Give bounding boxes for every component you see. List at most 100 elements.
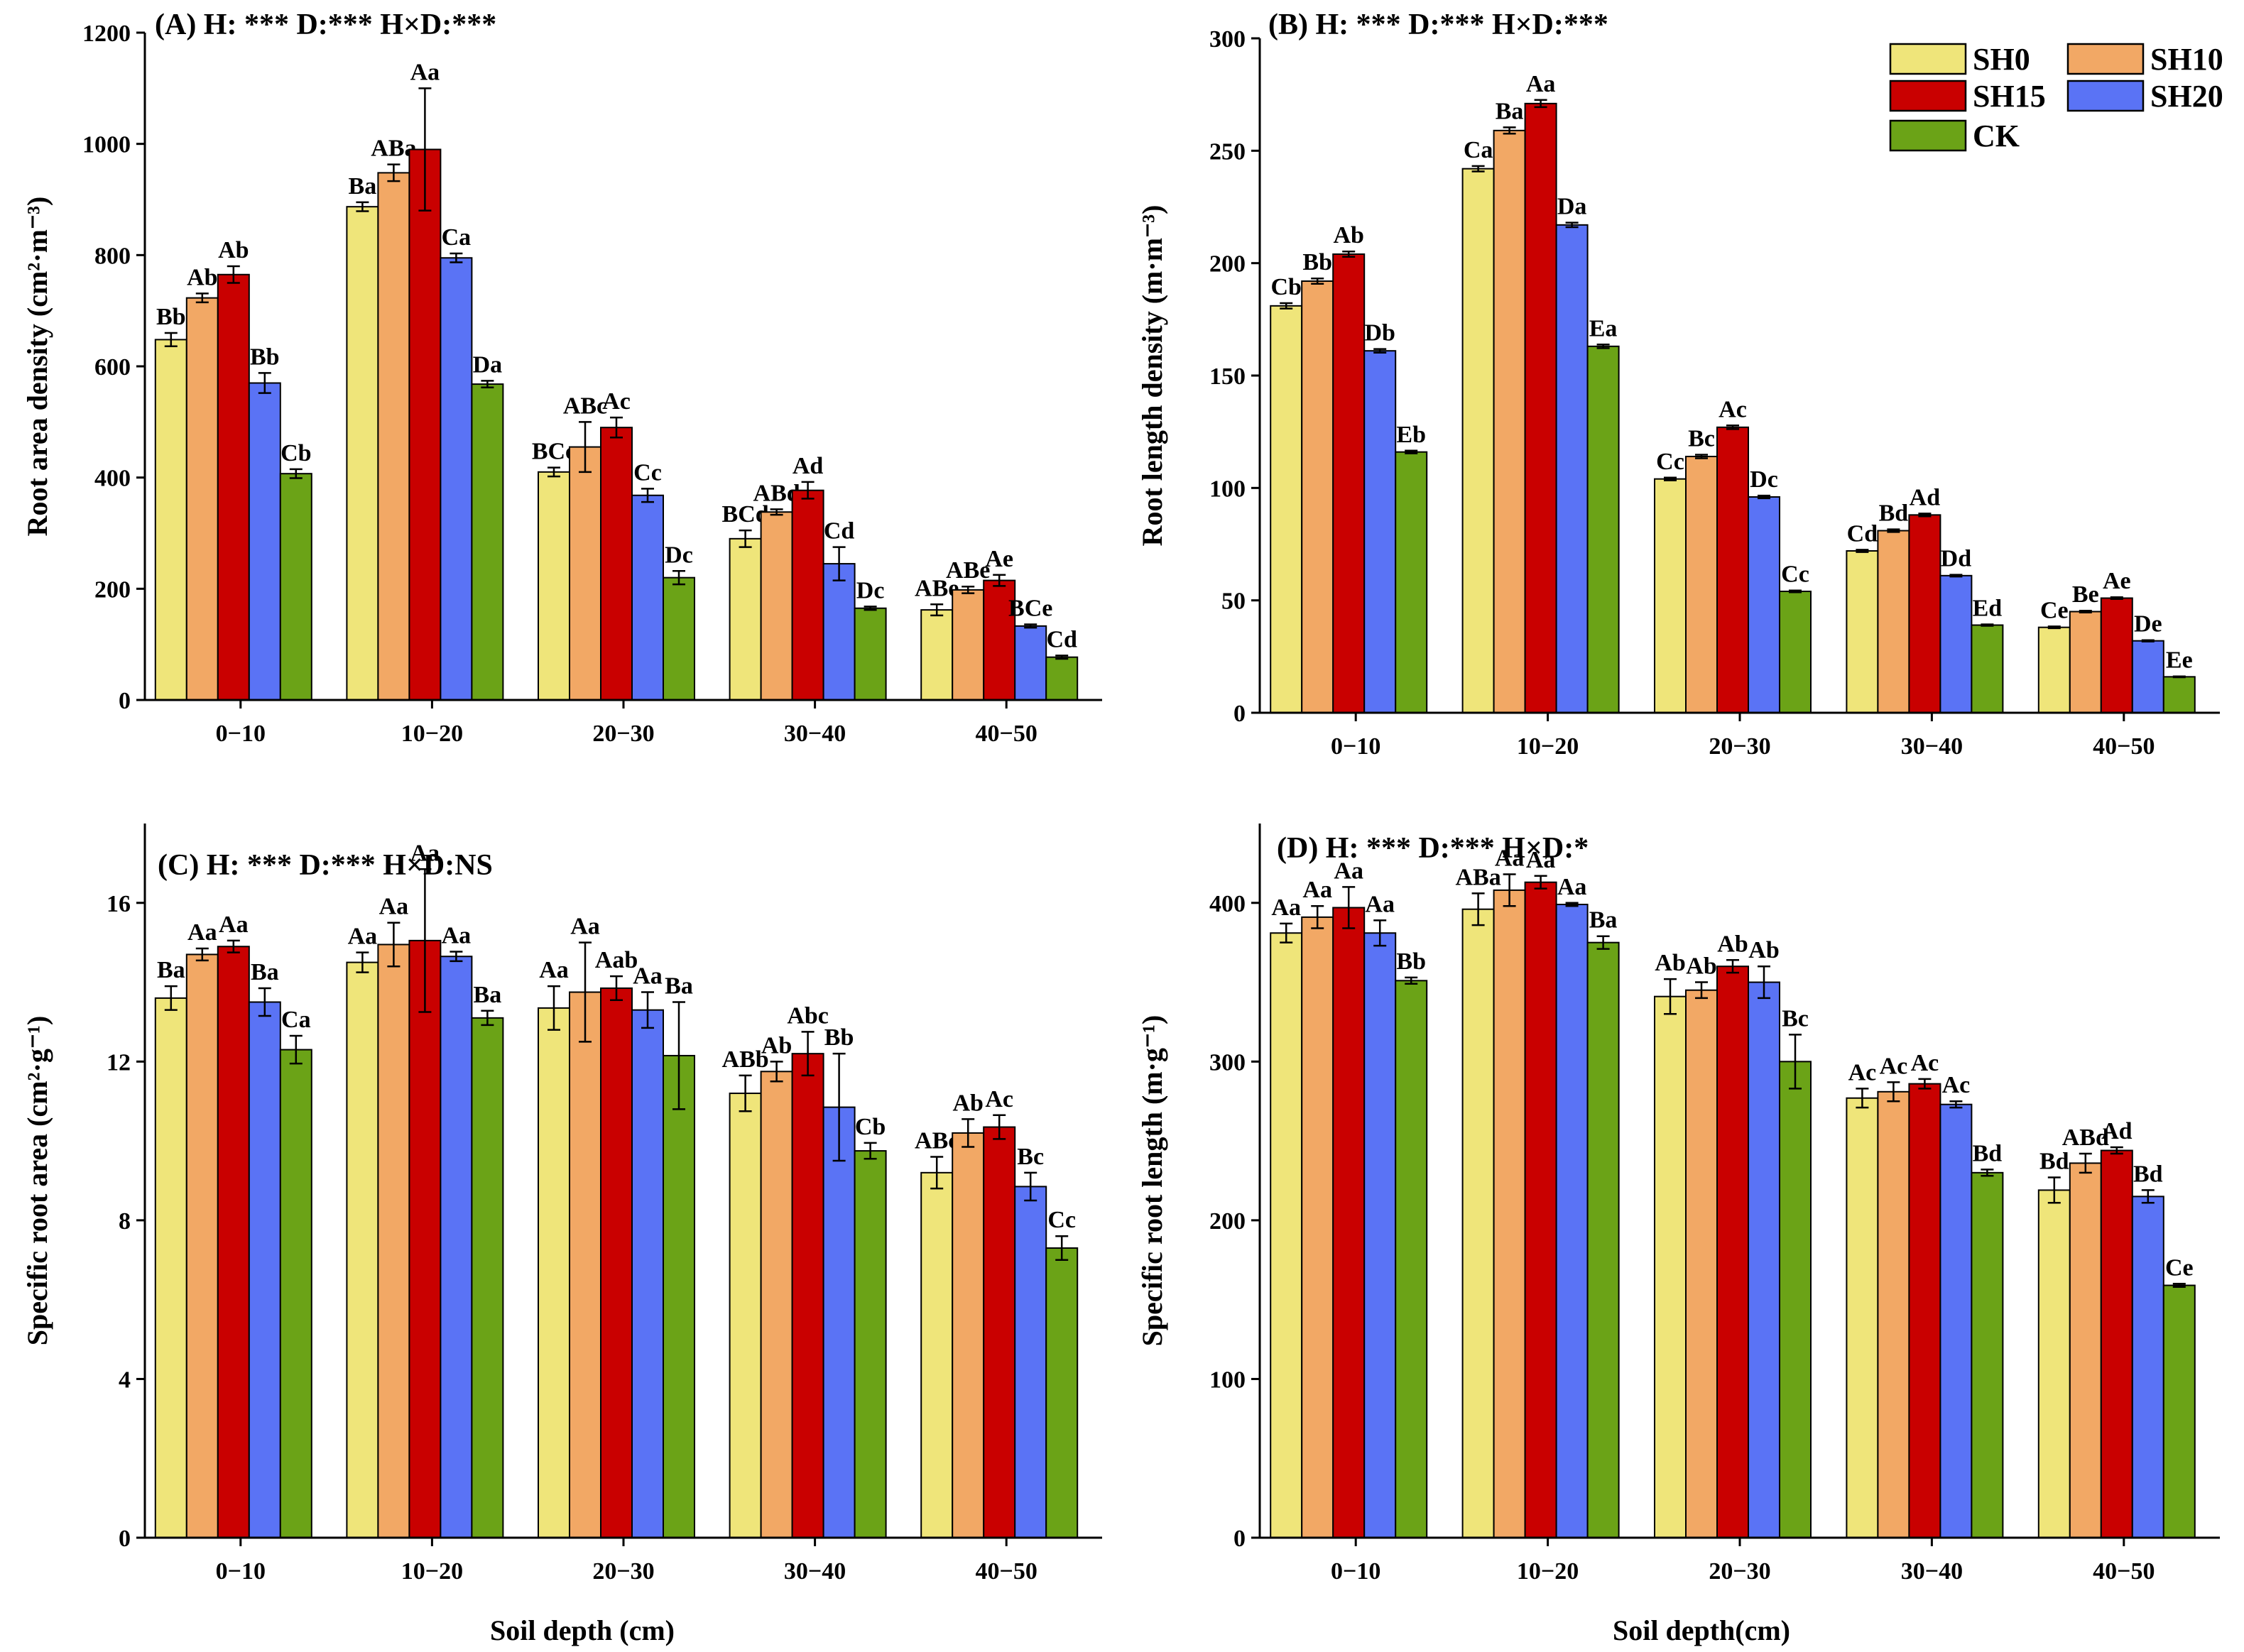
bar-ck-1 (279, 473, 312, 701)
bar-sh0-5 (2037, 1189, 2071, 1538)
bar-sh10-1 (1301, 916, 1334, 1539)
y-tick-label: 1200 (82, 21, 131, 47)
significance-label: Ba (665, 973, 693, 1000)
significance-label: Ac (602, 388, 631, 415)
significance-label: Ac (985, 1086, 1013, 1112)
legend-swatch-sh10 (2066, 43, 2145, 75)
significance-label: Aa (442, 923, 472, 949)
x-tick-label: 30−40 (1901, 1558, 1963, 1585)
significance-label: Cd (1847, 520, 1878, 547)
significance-label: Be (2072, 581, 2099, 608)
bar-ck-2 (471, 383, 504, 701)
bar-sh20-5 (2131, 640, 2164, 714)
significance-label: Cc (633, 459, 662, 486)
legend-swatch-sh0 (1889, 43, 1967, 75)
y-tick-label: 800 (94, 243, 131, 269)
bar-sh0-5 (920, 1171, 954, 1539)
x-tick-label: 40−50 (976, 721, 1037, 747)
significance-label: Dc (665, 542, 693, 568)
significance-label: Aa (1271, 895, 1301, 921)
bar-sh0-3 (538, 1007, 570, 1538)
x-tick-label: 10−20 (401, 1558, 463, 1585)
significance-label: Ab (952, 1090, 983, 1116)
bar-sh10-1 (185, 953, 219, 1538)
bar-sh20-3 (1748, 981, 1780, 1538)
x-tick-label: 0−10 (1331, 733, 1380, 760)
bar-sh15-5 (2100, 597, 2133, 713)
bar-sh0-4 (729, 1093, 762, 1538)
panel-title: (A) H: *** D:*** H×D:*** (155, 9, 496, 41)
bar-sh20-5 (2131, 1196, 2164, 1539)
significance-label: Ac (1880, 1053, 1908, 1079)
bar-ck-4 (854, 607, 887, 701)
bar-sh10-4 (760, 511, 793, 701)
significance-label: Bb (250, 344, 280, 370)
significance-label: Cc (1656, 449, 1684, 475)
significance-label: Ab (761, 1032, 792, 1059)
significance-label: Bc (1782, 1005, 1809, 1032)
x-tick-label: 0−10 (216, 1558, 266, 1585)
y-tick-label: 0 (119, 1526, 131, 1552)
bar-sh10-2 (1493, 129, 1526, 714)
significance-label: Cc (1047, 1207, 1076, 1233)
bar-ck-4 (854, 1150, 887, 1539)
bar-ck-3 (663, 576, 695, 701)
bar-ck-3 (1779, 591, 1812, 713)
significance-label: Aa (348, 924, 378, 950)
y-tick-label: 16 (107, 891, 131, 917)
legend-swatch-sh20 (2066, 80, 2145, 112)
bar-sh15-4 (791, 1053, 824, 1538)
bar-sh15-2 (1524, 102, 1557, 714)
significance-label: Ba (1589, 907, 1618, 934)
bar-sh0-5 (2037, 626, 2071, 714)
bar-sh15-1 (217, 273, 250, 701)
bar-ck-4 (1971, 1171, 2004, 1539)
significance-label: Aa (1334, 858, 1363, 884)
bar-sh0-1 (154, 339, 187, 701)
bar-ck-2 (471, 1017, 504, 1539)
significance-label: Dd (1941, 546, 1972, 572)
y-tick-label: 0 (1233, 701, 1246, 727)
y-tick-label: 12 (107, 1049, 131, 1076)
bar-sh0-4 (1846, 550, 1879, 713)
bar-ck-1 (279, 1049, 312, 1538)
bar-sh20-3 (631, 1009, 664, 1538)
legend-label-sh10: SH10 (2150, 42, 2223, 77)
legend-label-ck: CK (1973, 119, 2020, 153)
significance-label: Bd (1879, 500, 1909, 527)
significance-label: ABa (1455, 864, 1500, 890)
significance-label: Ac (1848, 1059, 1877, 1085)
significance-label: Ad (2101, 1118, 2133, 1144)
significance-label: Da (473, 351, 503, 378)
y-tick-label: 0 (1233, 1526, 1246, 1552)
bar-sh15-5 (983, 1126, 1016, 1539)
x-tick-label: 40−50 (976, 1558, 1037, 1585)
significance-label: BCe (1008, 595, 1052, 621)
significance-label: Ba (349, 173, 377, 199)
significance-label: Ce (2165, 1254, 2194, 1281)
bar-sh0-5 (920, 609, 954, 701)
significance-label: Ee (2166, 647, 2193, 674)
y-tick-label: 300 (1209, 1049, 1246, 1076)
significance-label: Ac (1911, 1050, 1939, 1076)
y-tick-label: 8 (119, 1208, 131, 1235)
significance-label: ABd (2062, 1125, 2109, 1151)
panel-b-chart: 0 50 100 150 200 250 300 Root length density (m… (1136, 9, 2220, 760)
significance-label: Bc (1688, 425, 1715, 452)
significance-label: Da (1557, 194, 1587, 220)
significance-label: De (2134, 611, 2162, 638)
panel-a-chart: 0 200 400 600 800 1000 1200 Root area density (… (21, 9, 1102, 747)
bar-sh10-4 (1877, 1090, 1910, 1538)
significance-label: Ea (1589, 315, 1618, 341)
significance-label: Aa (1365, 891, 1395, 917)
y-axis-title: Root area density (cm²·m⁻³) (21, 197, 53, 537)
x-tick-label: 0−10 (216, 721, 266, 747)
bar-sh15-4 (791, 489, 824, 701)
bar-sh20-1 (1363, 932, 1397, 1538)
x-tick-label: 40−50 (2093, 1558, 2155, 1585)
significance-label: Ba (157, 957, 185, 983)
significance-label: Aa (539, 957, 569, 983)
significance-label: Aa (379, 894, 409, 920)
bar-sh0-2 (1461, 908, 1495, 1538)
legend-label-sh15: SH15 (1973, 79, 2046, 114)
